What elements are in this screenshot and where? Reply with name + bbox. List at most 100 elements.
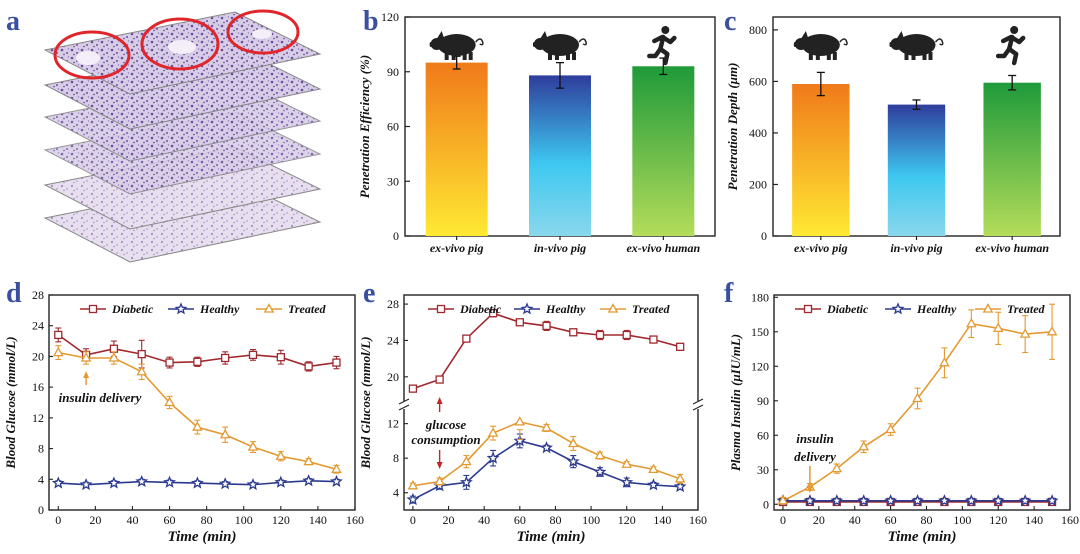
x-tick-label: 20 — [443, 513, 455, 527]
x-tick-label: 60 — [514, 513, 526, 527]
pig-tail — [839, 38, 848, 46]
pig-leg — [815, 52, 820, 60]
y-tick-label: 12 — [32, 411, 44, 425]
data-point-star — [830, 494, 844, 507]
legend-label: Diabetic — [111, 302, 154, 316]
data-point-square — [88, 304, 98, 314]
y-tick-label: 8 — [393, 451, 399, 465]
pig-head — [890, 38, 903, 50]
axis-break-gap — [399, 401, 409, 409]
category-label: in-vivo pig — [890, 241, 942, 255]
data-point-star — [246, 477, 260, 491]
data-point-star — [884, 494, 898, 507]
pig-leg — [922, 52, 927, 60]
pig-body — [801, 34, 840, 56]
data-point-star — [163, 475, 177, 488]
data-point-square — [54, 330, 63, 340]
data-point-triangle — [992, 322, 1004, 332]
y-tick-label: 16 — [32, 380, 44, 394]
x-axis-label: Time (min) — [887, 529, 956, 545]
data-point-star — [135, 474, 149, 487]
data-point-triangle — [303, 455, 314, 466]
data-point-triangle — [939, 357, 950, 367]
pig-leg — [911, 52, 916, 60]
data-point-square — [137, 349, 146, 359]
data-point-triangle — [674, 473, 686, 483]
pig-ear — [436, 31, 445, 40]
data-point-star — [1018, 494, 1032, 507]
y-tick-label: 30 — [387, 174, 399, 188]
data-point-star — [486, 451, 500, 464]
series-line — [58, 351, 337, 471]
data-point-square — [436, 304, 446, 314]
x-tick-label: 80 — [920, 513, 932, 527]
running-person-icon — [995, 26, 1026, 66]
pig-snout — [429, 42, 435, 47]
data-point-square — [676, 342, 685, 351]
data-point-star — [566, 454, 580, 468]
data-point-triangle — [541, 422, 552, 432]
pig-leg — [462, 52, 467, 60]
data-point-star — [911, 494, 924, 507]
data-point-triangle — [885, 423, 896, 434]
chart-penetration-depth: 0 200 400 600 800 ex-vivo pig in-vivo pig ex-vi… — [725, 16, 1061, 255]
x-tick-label: 120 — [618, 513, 636, 527]
data-point-triangle — [52, 346, 64, 357]
x-tick-label: 0 — [780, 513, 786, 527]
bar — [425, 62, 488, 236]
bar — [792, 83, 850, 236]
pig-ear — [896, 31, 905, 40]
person-arms — [1000, 34, 1026, 45]
y-tick-label: 120 — [751, 359, 769, 373]
x-tick-label: 160 — [1061, 513, 1079, 527]
data-point-square — [248, 350, 258, 360]
y-tick-label: 24 — [387, 333, 399, 347]
person-head — [661, 26, 670, 34]
pig-leg — [904, 52, 909, 60]
pig-icon — [533, 31, 587, 60]
x-tick-label: 20 — [813, 513, 825, 527]
x-tick-label: 140 — [1025, 513, 1043, 527]
category-label: ex-vivo pig — [430, 241, 484, 255]
category-label: ex-vivo human — [975, 241, 1049, 255]
person-head — [1010, 26, 1019, 34]
data-point-triangle — [1019, 328, 1031, 338]
x-tick-label: 20 — [89, 513, 101, 527]
data-point-square — [515, 318, 524, 327]
axis-break-mark — [692, 404, 704, 411]
data-point-triangle — [487, 427, 499, 437]
data-point-triangle — [192, 421, 203, 431]
data-point-star — [991, 494, 1005, 507]
data-point-star — [218, 477, 232, 490]
data-point-star — [857, 494, 871, 507]
data-point-triangle — [621, 458, 633, 468]
panel-letter-f: f — [724, 278, 734, 309]
running-person-icon — [647, 26, 677, 66]
y-tick-label: 0 — [38, 503, 44, 517]
data-point-triangle — [1046, 325, 1058, 336]
data-point-star — [938, 494, 951, 507]
x-axis-label: Time (min) — [167, 529, 236, 545]
y-tick-label: 4 — [393, 486, 399, 500]
x-tick-label: 60 — [164, 513, 176, 527]
data-point-star — [459, 475, 473, 488]
category-label: in-vivo pig — [534, 241, 586, 255]
data-point-star — [646, 478, 660, 491]
axis-break-mark — [398, 398, 410, 405]
pig-head — [430, 38, 443, 50]
annotation-label: consumption — [411, 432, 480, 447]
x-tick-label: 100 — [582, 513, 600, 527]
pig-snout — [793, 42, 799, 47]
legend-label: Healthy — [199, 302, 240, 316]
pig-leg — [928, 52, 933, 60]
chart-penetration-efficiency: 0 30 60 90 120 ex-vivo pig in-vivo pig ex-vivo … — [357, 10, 716, 255]
pig-body — [437, 34, 476, 56]
pig-body — [897, 34, 936, 56]
data-point-star — [274, 475, 288, 488]
pig-tail — [475, 38, 484, 46]
y-tick-label: 180 — [751, 290, 769, 304]
pig-ear — [540, 31, 548, 40]
x-tick-label: 0 — [410, 513, 416, 527]
data-point-square — [649, 335, 658, 344]
